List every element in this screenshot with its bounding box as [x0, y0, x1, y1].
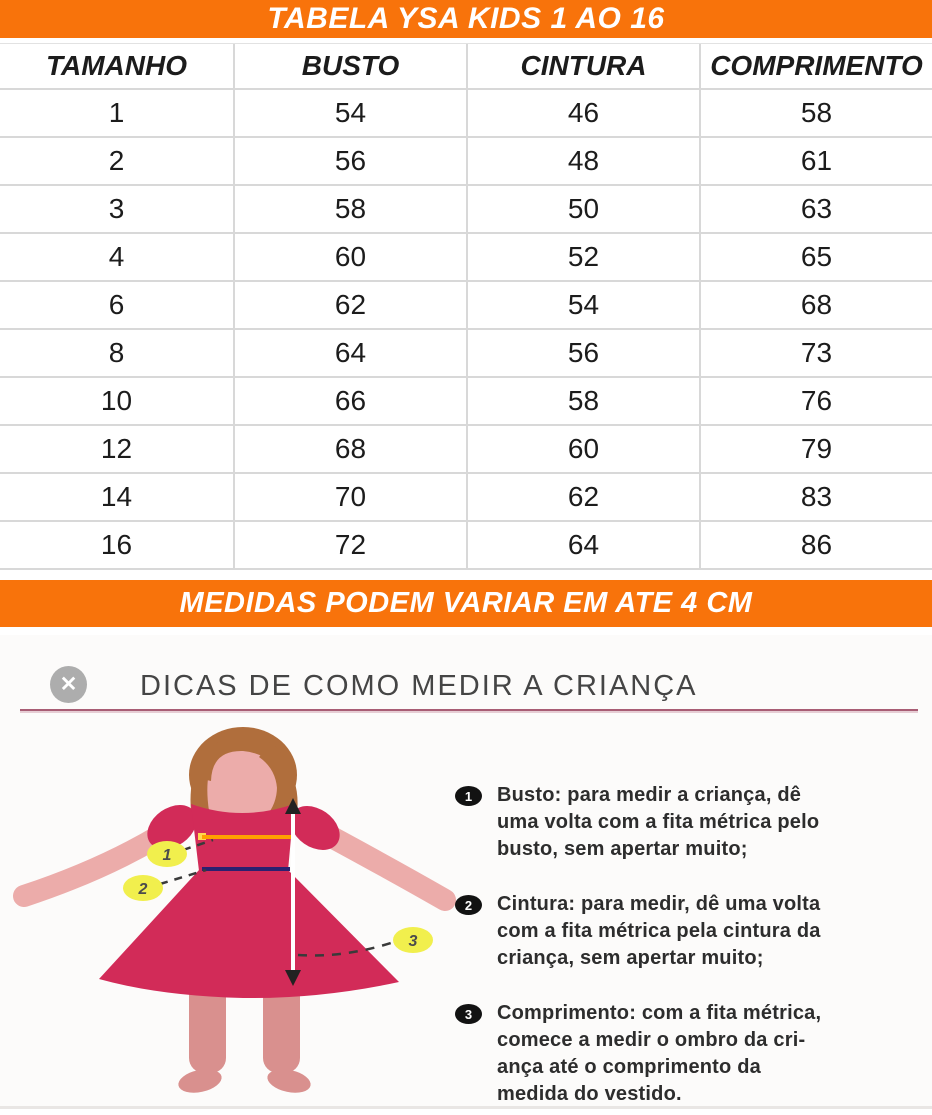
face [203, 746, 277, 828]
figure-badge-3-label: 3 [409, 933, 418, 950]
table-cell: 60 [233, 234, 466, 280]
table-row: 3 58 50 63 [0, 186, 932, 234]
table-title-banner: TABELA YSA KIDS 1 AO 16 [0, 0, 932, 38]
girl-figure-illustration: 1 2 3 [0, 715, 470, 1110]
column-header-comprimento: COMPRIMENTO [699, 44, 932, 88]
length-arrow-top [285, 798, 301, 814]
table-row: 14 70 62 83 [0, 474, 932, 522]
length-arrow-bottom [285, 970, 301, 986]
tips-heading: DICAS DE COMO MEDIR A CRIANÇA [140, 670, 698, 702]
left-foot [178, 1069, 222, 1093]
tip-item: 3 Comprimento: com a fita métrica, comece… [455, 1000, 923, 1108]
table-cell: 56 [466, 330, 699, 376]
tip-text: Busto: para medir a criança, dê uma volt… [497, 784, 820, 860]
right-foot [267, 1069, 311, 1093]
table-row: 8 64 56 73 [0, 330, 932, 378]
table-cell: 58 [466, 378, 699, 424]
table-cell: 86 [699, 522, 932, 568]
bottom-edge-divider [0, 1106, 932, 1109]
table-row: 16 72 64 86 [0, 522, 932, 570]
column-header-tamanho: TAMANHO [45, 50, 187, 81]
table-cell: 12 [100, 433, 133, 464]
table-cell: 54 [233, 90, 466, 136]
table-cell: 72 [233, 522, 466, 568]
dash-connector-3 [297, 940, 395, 957]
table-cell: 46 [466, 90, 699, 136]
table-cell: 50 [466, 186, 699, 232]
table-cell: 8 [108, 337, 125, 368]
table-cell: 10 [100, 385, 133, 416]
close-button[interactable]: ✕ [50, 666, 87, 703]
table-row: 4 60 52 65 [0, 234, 932, 282]
table-cell: 62 [466, 474, 699, 520]
table-cell: 54 [466, 282, 699, 328]
tip-text: Comprimento: com a fita métrica, comece … [497, 1002, 822, 1105]
table-cell: 63 [699, 186, 932, 232]
table-cell: 60 [466, 426, 699, 472]
table-cell: 62 [233, 282, 466, 328]
table-cell: 61 [699, 138, 932, 184]
tip-number-badge: 3 [455, 1004, 482, 1024]
table-cell: 4 [108, 241, 125, 272]
table-cell: 1 [108, 97, 125, 128]
table-row: 12 68 60 79 [0, 426, 932, 474]
tips-list: 1 Busto: para medir a criança, dê uma vol… [455, 782, 923, 1108]
table-cell: 58 [699, 90, 932, 136]
table-cell: 64 [233, 330, 466, 376]
column-header-busto: BUSTO [233, 44, 466, 88]
table-cell: 83 [699, 474, 932, 520]
table-cell: 68 [699, 282, 932, 328]
figure-badge-1 [147, 841, 187, 867]
table-row: 1 54 46 58 [0, 90, 932, 138]
table-row: 6 62 54 68 [0, 282, 932, 330]
table-cell: 70 [233, 474, 466, 520]
tip-number-badge: 1 [455, 786, 482, 806]
tip-item: 1 Busto: para medir a criança, dê uma vol… [455, 782, 923, 863]
figure-badge-2-label: 2 [138, 881, 148, 898]
figure-badge-3 [393, 927, 433, 953]
dress-sleeve-right [290, 806, 340, 850]
hair-lock-right [259, 749, 298, 815]
table-title: TABELA YSA KIDS 1 AO 16 [267, 2, 665, 35]
table-cell: 3 [108, 193, 125, 224]
table-cell: 6 [108, 289, 125, 320]
tip-number-badge: 2 [455, 895, 482, 915]
heading-divider [20, 709, 918, 711]
table-cell: 79 [699, 426, 932, 472]
tip-item: 2 Cintura: para medir, dê uma volta com a… [455, 891, 923, 972]
table-cell: 66 [233, 378, 466, 424]
note-banner: MEDIDAS PODEM VARIAR EM ATE 4 CM [0, 580, 932, 627]
table-cell: 73 [699, 330, 932, 376]
table-row: 2 56 48 61 [0, 138, 932, 186]
column-header-cintura: CINTURA [466, 44, 699, 88]
table-cell: 14 [100, 481, 133, 512]
table-cell: 58 [233, 186, 466, 232]
dress-sleeve-left [147, 805, 197, 849]
tip-text: Cintura: para medir, dê uma volta com a … [497, 893, 821, 969]
hair-lock-left [190, 753, 214, 811]
size-table: TAMANHO BUSTO CINTURA COMPRIMENTO 1 54 46 5… [0, 43, 932, 570]
size-table-body: 1 54 46 58 2 56 48 61 3 58 50 63 4 60 52 65 6 62 54 68 8 64 56… [0, 90, 932, 570]
dash-connector-1 [182, 838, 214, 852]
table-cell: 48 [466, 138, 699, 184]
table-cell: 76 [699, 378, 932, 424]
table-cell: 52 [466, 234, 699, 280]
dress-skirt [99, 870, 399, 999]
table-cell: 16 [100, 529, 133, 560]
table-cell: 68 [233, 426, 466, 472]
figure-badge-2 [123, 875, 163, 901]
note-banner-text: MEDIDAS PODEM VARIAR EM ATE 4 CM [179, 587, 753, 619]
table-row: 10 66 58 76 [0, 378, 932, 426]
measuring-tips-panel [0, 635, 932, 1108]
table-cell: 65 [699, 234, 932, 280]
table-cell: 64 [466, 522, 699, 568]
size-table-header-row: TAMANHO BUSTO CINTURA COMPRIMENTO [0, 43, 932, 90]
table-cell: 2 [108, 145, 125, 176]
table-cell: 56 [233, 138, 466, 184]
close-icon: ✕ [59, 673, 78, 696]
figure-badge-1-label: 1 [163, 847, 172, 864]
